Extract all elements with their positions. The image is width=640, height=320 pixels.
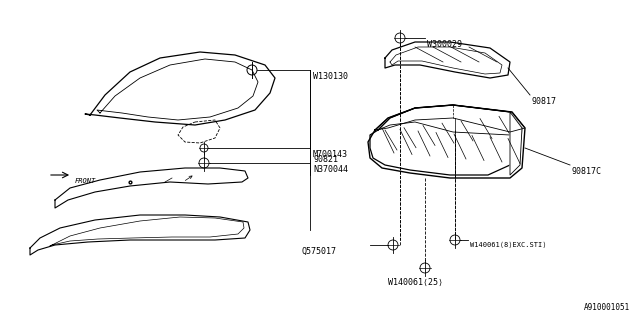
Polygon shape: [510, 112, 522, 175]
Text: N370044: N370044: [313, 165, 348, 174]
Text: Q575017: Q575017: [302, 247, 337, 256]
Text: W140061⟨25⟩: W140061⟨25⟩: [388, 278, 443, 287]
Text: M700143: M700143: [313, 150, 348, 159]
Text: 90817C: 90817C: [572, 167, 602, 176]
Text: W140061⟨8⟩EXC.STI⟩: W140061⟨8⟩EXC.STI⟩: [470, 242, 547, 248]
Text: W130130: W130130: [313, 72, 348, 81]
Text: 90817: 90817: [532, 97, 557, 106]
Text: 90821: 90821: [313, 155, 338, 164]
Text: FRONT: FRONT: [75, 178, 96, 184]
Text: W300029: W300029: [427, 40, 462, 49]
Text: A910001051: A910001051: [584, 303, 630, 312]
